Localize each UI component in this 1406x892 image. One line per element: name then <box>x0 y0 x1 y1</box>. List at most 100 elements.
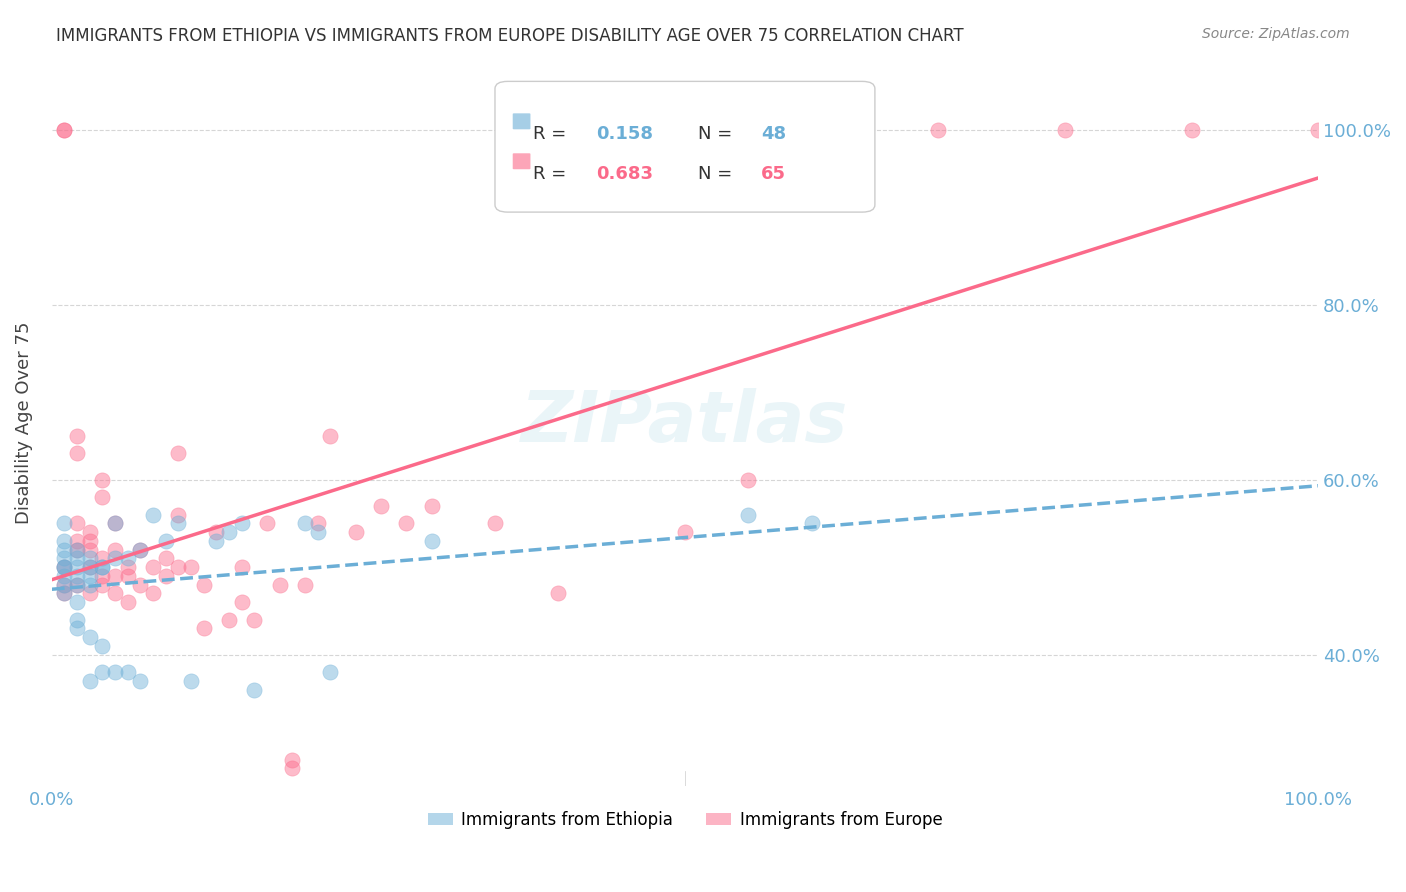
Point <box>79 673 101 688</box>
Point <box>91 551 114 566</box>
Point <box>319 665 342 679</box>
Point <box>66 569 89 583</box>
Point <box>231 516 253 531</box>
Point <box>1053 122 1076 136</box>
Point <box>167 508 190 522</box>
Text: IMMIGRANTS FROM ETHIOPIA VS IMMIGRANTS FROM EUROPE DISABILITY AGE OVER 75 CORREL: IMMIGRANTS FROM ETHIOPIA VS IMMIGRANTS F… <box>56 27 965 45</box>
Point <box>117 665 139 679</box>
Point <box>673 524 696 539</box>
Point <box>484 516 506 531</box>
Point <box>66 613 89 627</box>
Point <box>66 621 89 635</box>
Point <box>66 516 89 531</box>
Point <box>129 577 152 591</box>
Point <box>91 569 114 583</box>
Text: ZIPatlas: ZIPatlas <box>522 388 849 458</box>
Point <box>243 613 266 627</box>
Point <box>193 577 215 591</box>
Point <box>66 533 89 548</box>
Point <box>370 499 392 513</box>
Point <box>256 516 278 531</box>
Point <box>281 761 304 775</box>
Point <box>129 673 152 688</box>
Point <box>737 473 759 487</box>
Point <box>66 577 89 591</box>
Point <box>104 551 127 566</box>
Point <box>218 524 240 539</box>
Point <box>66 429 89 443</box>
Point <box>91 577 114 591</box>
Point <box>53 577 76 591</box>
Point <box>91 560 114 574</box>
Point <box>79 524 101 539</box>
Point <box>104 586 127 600</box>
Point <box>129 542 152 557</box>
Point <box>167 560 190 574</box>
Point <box>91 560 114 574</box>
Point <box>66 542 89 557</box>
Point <box>142 508 165 522</box>
Point <box>155 533 177 548</box>
Text: R =: R = <box>533 165 572 183</box>
Point <box>104 569 127 583</box>
Point <box>53 586 76 600</box>
Point <box>547 586 569 600</box>
Point <box>79 586 101 600</box>
Point <box>117 560 139 574</box>
Point <box>420 533 443 548</box>
Text: N =: N = <box>697 125 738 143</box>
Point <box>53 533 76 548</box>
Point <box>800 122 823 136</box>
Point <box>91 490 114 504</box>
FancyBboxPatch shape <box>513 113 530 129</box>
Point <box>53 560 76 574</box>
Point <box>420 499 443 513</box>
Point <box>117 569 139 583</box>
Point <box>53 542 76 557</box>
Point <box>79 560 101 574</box>
Text: N =: N = <box>697 165 738 183</box>
Point <box>231 595 253 609</box>
Point <box>53 577 76 591</box>
Point <box>205 533 228 548</box>
Point <box>91 639 114 653</box>
Point <box>66 595 89 609</box>
Point <box>800 516 823 531</box>
Text: Source: ZipAtlas.com: Source: ZipAtlas.com <box>1202 27 1350 41</box>
Y-axis label: Disability Age Over 75: Disability Age Over 75 <box>15 321 32 524</box>
Point <box>104 665 127 679</box>
Point <box>193 621 215 635</box>
Text: 0.158: 0.158 <box>596 125 654 143</box>
Point <box>79 533 101 548</box>
Point <box>307 516 329 531</box>
Point <box>79 569 101 583</box>
Point <box>117 551 139 566</box>
Point <box>294 577 316 591</box>
Point <box>117 595 139 609</box>
Point <box>53 516 76 531</box>
Legend: Immigrants from Ethiopia, Immigrants from Europe: Immigrants from Ethiopia, Immigrants fro… <box>420 805 949 836</box>
Point <box>269 577 291 591</box>
Point <box>231 560 253 574</box>
Point <box>104 542 127 557</box>
Point <box>53 586 76 600</box>
Text: 0.683: 0.683 <box>596 165 654 183</box>
Point <box>142 586 165 600</box>
Point <box>319 429 342 443</box>
Point <box>395 516 418 531</box>
Point <box>167 516 190 531</box>
Point <box>53 560 76 574</box>
Point <box>79 577 101 591</box>
Point <box>79 542 101 557</box>
Point <box>129 542 152 557</box>
FancyBboxPatch shape <box>513 153 530 169</box>
Point <box>66 577 89 591</box>
Point <box>104 516 127 531</box>
Point <box>53 560 76 574</box>
Point <box>344 524 367 539</box>
Point <box>927 122 949 136</box>
Point <box>53 122 76 136</box>
Point <box>53 551 76 566</box>
Point <box>218 613 240 627</box>
Point <box>307 524 329 539</box>
